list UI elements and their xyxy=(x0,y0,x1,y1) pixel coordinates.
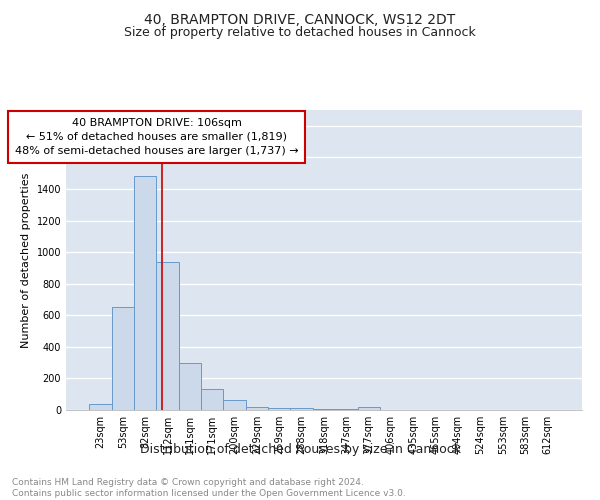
Bar xyxy=(134,176,157,410)
Y-axis label: Number of detached properties: Number of detached properties xyxy=(21,172,31,348)
Text: Size of property relative to detached houses in Cannock: Size of property relative to detached ho… xyxy=(124,26,476,39)
Bar xyxy=(157,262,179,410)
Bar xyxy=(112,308,134,410)
Bar xyxy=(179,362,201,410)
Text: 40, BRAMPTON DRIVE, CANNOCK, WS12 2DT: 40, BRAMPTON DRIVE, CANNOCK, WS12 2DT xyxy=(145,12,455,26)
Text: Distribution of detached houses by size in Cannock: Distribution of detached houses by size … xyxy=(139,442,461,456)
Bar xyxy=(335,409,358,410)
Bar xyxy=(290,408,313,410)
Bar xyxy=(268,408,290,410)
Bar xyxy=(89,404,112,410)
Text: 40 BRAMPTON DRIVE: 106sqm
← 51% of detached houses are smaller (1,819)
48% of se: 40 BRAMPTON DRIVE: 106sqm ← 51% of detac… xyxy=(14,118,298,156)
Bar xyxy=(358,407,380,410)
Text: Contains HM Land Registry data © Crown copyright and database right 2024.
Contai: Contains HM Land Registry data © Crown c… xyxy=(12,478,406,498)
Bar xyxy=(313,408,335,410)
Bar xyxy=(246,406,268,410)
Bar xyxy=(201,390,223,410)
Bar xyxy=(223,400,246,410)
